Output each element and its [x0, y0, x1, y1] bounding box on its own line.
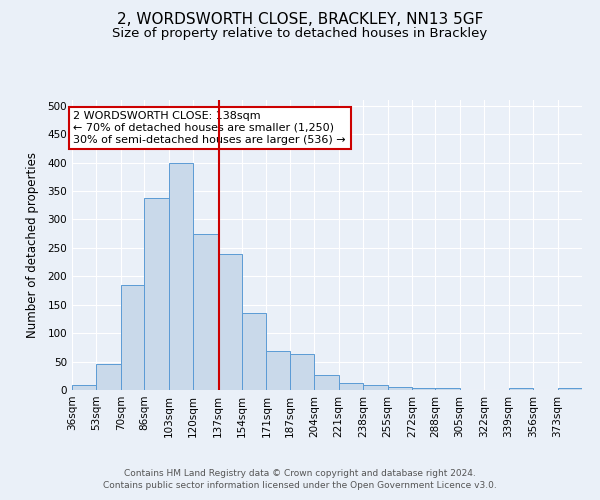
Bar — [242, 312, 266, 390]
Bar — [266, 351, 290, 390]
Bar — [121, 285, 144, 390]
Text: Contains public sector information licensed under the Open Government Licence v3: Contains public sector information licen… — [103, 481, 497, 490]
Text: Contains HM Land Registry data © Crown copyright and database right 2024.: Contains HM Land Registry data © Crown c… — [124, 468, 476, 477]
Bar — [314, 375, 338, 390]
Bar — [290, 354, 314, 390]
Bar — [97, 364, 121, 390]
Bar — [435, 388, 460, 390]
Text: 2, WORDSWORTH CLOSE, BRACKLEY, NN13 5GF: 2, WORDSWORTH CLOSE, BRACKLEY, NN13 5GF — [117, 12, 483, 28]
Bar — [72, 386, 97, 390]
Bar — [338, 382, 363, 390]
Bar — [557, 388, 582, 390]
Bar — [218, 254, 242, 390]
Bar — [169, 163, 193, 390]
Bar — [144, 198, 169, 390]
Bar — [388, 387, 412, 390]
Y-axis label: Number of detached properties: Number of detached properties — [26, 152, 39, 338]
Bar — [412, 388, 435, 390]
Bar — [509, 388, 533, 390]
Text: 2 WORDSWORTH CLOSE: 138sqm
← 70% of detached houses are smaller (1,250)
30% of s: 2 WORDSWORTH CLOSE: 138sqm ← 70% of deta… — [73, 112, 346, 144]
Bar — [363, 385, 388, 390]
Bar — [193, 234, 218, 390]
Text: Size of property relative to detached houses in Brackley: Size of property relative to detached ho… — [112, 28, 488, 40]
